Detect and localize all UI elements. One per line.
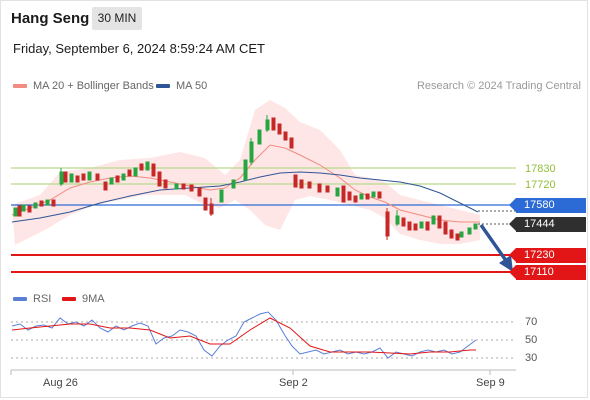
rsi-line xyxy=(11,311,477,359)
rsi-tick-30: 30 xyxy=(525,352,538,364)
ma20-swatch-icon xyxy=(13,84,27,88)
x-label-aug26: Aug 26 xyxy=(43,377,78,389)
ma50-line xyxy=(11,171,479,223)
legend-ma50-label: MA 50 xyxy=(176,80,208,92)
legend-9ma: 9MA xyxy=(62,293,105,305)
legend-rsi-label: RSI xyxy=(33,293,52,305)
9ma-swatch-icon xyxy=(62,297,76,301)
ma50-swatch-icon xyxy=(156,84,170,88)
rsi-swatch-icon xyxy=(13,297,27,301)
x-label-sep2: Sep 2 xyxy=(279,377,308,389)
legend-ma50: MA 50 xyxy=(156,80,207,92)
rsi-tick-70: 70 xyxy=(525,316,538,328)
legend-ma20-label: MA 20 + Bollinger Bands xyxy=(33,80,154,92)
x-label-sep9: Sep 9 xyxy=(476,377,505,389)
instrument-title: Hang Seng xyxy=(11,10,90,27)
rsi-9ma-line xyxy=(11,317,476,355)
legend-9ma-label: 9MA xyxy=(82,293,105,305)
chart-datetime: Friday, September 6, 2024 8:59:24 AM CET xyxy=(13,41,265,56)
resistance-label-2: 17720 xyxy=(525,179,556,191)
support-tag-1: 17230 xyxy=(509,248,586,263)
legend-ma20: MA 20 + Bollinger Bands xyxy=(13,80,154,92)
candlesticks xyxy=(13,115,478,241)
legend-rsi: RSI xyxy=(13,293,51,305)
research-credit: Research © 2024 Trading Central xyxy=(416,80,581,92)
support-tag-2: 17110 xyxy=(509,265,586,280)
timeframe-button[interactable]: 30 MIN xyxy=(92,7,142,30)
resistance-label-1: 17830 xyxy=(525,163,556,175)
forecast-arrow-shaft xyxy=(479,223,509,264)
last-price-tag: 17444 xyxy=(509,217,586,232)
rsi-tick-50: 50 xyxy=(525,334,538,346)
pivot-tag: 17580 xyxy=(509,198,586,213)
ma20-line xyxy=(11,144,480,223)
